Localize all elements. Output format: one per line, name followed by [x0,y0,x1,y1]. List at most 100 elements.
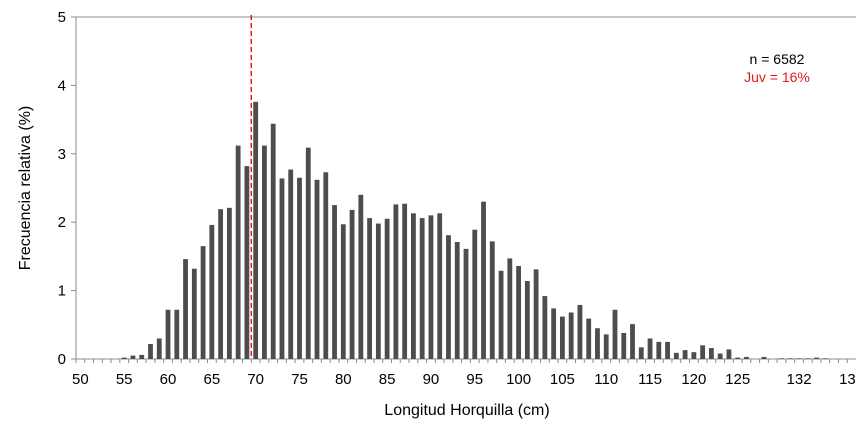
histogram-bar [191,268,197,359]
sample-size-annotation: n = 6582 [750,51,805,67]
histogram-bar [796,358,802,359]
y-tick-label: 0 [58,351,66,368]
histogram-bar [612,309,618,359]
histogram-bar [507,258,513,359]
histogram-bar [235,145,241,359]
histogram-bar [717,353,723,359]
histogram-bar [314,179,320,359]
x-tick-label: 80 [335,371,352,388]
histogram-bar [665,341,670,359]
histogram-bar [279,178,285,359]
x-tick-label: 110 [594,371,618,388]
x-tick-label: 75 [291,371,308,388]
juvenile-percent-annotation: Juv = 16% [744,69,810,85]
histogram-bar [183,259,188,359]
histogram-bar [174,309,180,359]
histogram-bar [630,324,635,359]
histogram-bar [419,218,425,359]
x-axis-title: Longitud Horquilla (cm) [384,402,549,419]
histogram-bar [472,229,478,359]
histogram-bar [288,169,294,359]
x-tick-label: 70 [247,371,264,388]
x-tick-label: 95 [466,371,483,388]
x-tick-label: 132 [787,371,812,388]
histogram-bar [805,358,811,359]
histogram-bar [726,349,732,359]
x-tick-label: 65 [203,371,220,388]
histogram-bar [744,356,749,359]
histogram-bar [735,357,741,359]
histogram-bar [148,343,153,359]
histogram-bar [349,209,355,359]
histogram-bar [489,241,495,359]
histogram-bar [586,318,592,359]
y-tick-label: 2 [58,214,66,231]
histogram-bar [787,358,793,359]
x-tick-label: 125 [725,371,750,388]
x-tick-label: 85 [379,371,396,388]
histogram-bar [226,207,232,359]
histogram-bar [708,348,714,359]
histogram-bar [638,347,644,359]
histogram-bar [647,338,653,359]
y-tick-label: 1 [58,283,66,300]
histogram-bar [516,265,521,359]
histogram-bar [156,338,162,359]
histogram-bar [603,334,609,359]
histogram-bar [411,213,416,359]
histogram-bar [446,235,451,359]
x-tick-label: 55 [116,371,133,388]
histogram-bar [559,316,565,359]
histogram-bar [297,177,302,359]
histogram-bar [673,352,679,359]
histogram-bar [375,223,381,359]
histogram-bar [621,333,627,359]
histogram-bar [691,352,697,359]
histogram-bar [121,357,127,359]
histogram-bar [428,215,434,359]
y-tick-label: 5 [58,9,66,26]
histogram-bar [524,281,530,359]
y-axis-title: Frecuencia relativa (%) [17,106,34,271]
histogram-bar [139,354,145,359]
bars [121,101,828,359]
x-tick-label: 90 [423,371,440,388]
histogram-bar [498,270,504,359]
histogram-bar [244,166,250,359]
histogram-bar [393,204,399,359]
histogram-bar [814,357,819,359]
y-tick-label: 4 [58,77,66,94]
histogram-bar [218,209,224,359]
histogram-bar [463,248,469,359]
histogram-bar [332,205,337,359]
histogram-bar [200,246,206,359]
x-axis-ticks: 50 55 60 65 70 75 80 85 90 95 100 105 110 115 120 125 13… [72,359,856,388]
y-tick-label: 3 [58,146,66,163]
histogram-bar [481,201,486,359]
histogram-bar [533,269,539,359]
histogram-bar [822,358,828,359]
y-axis-ticks: 0 1 2 3 4 5 [58,9,76,368]
histogram-bar [358,194,364,359]
x-tick-label: 50 [72,371,89,388]
x-tick-label: 138 [839,371,856,388]
histogram-bar [253,101,259,359]
histogram-bar [130,355,136,359]
histogram-bar [384,218,390,359]
histogram-bar [305,147,311,359]
histogram-bar [779,358,784,359]
histogram-bar [209,224,215,359]
histogram-bar [367,218,373,359]
histogram-bar [454,242,460,359]
histogram-bar [568,312,574,359]
histogram-bar [577,304,583,359]
x-tick-label: 100 [506,371,531,388]
histogram-bar [340,224,346,359]
histogram-bar [270,123,276,359]
histogram-bar [595,328,600,359]
x-tick-label: 120 [681,371,706,388]
histogram-bar [437,213,443,359]
histogram-bar [682,350,688,359]
histogram-bar [165,309,171,359]
